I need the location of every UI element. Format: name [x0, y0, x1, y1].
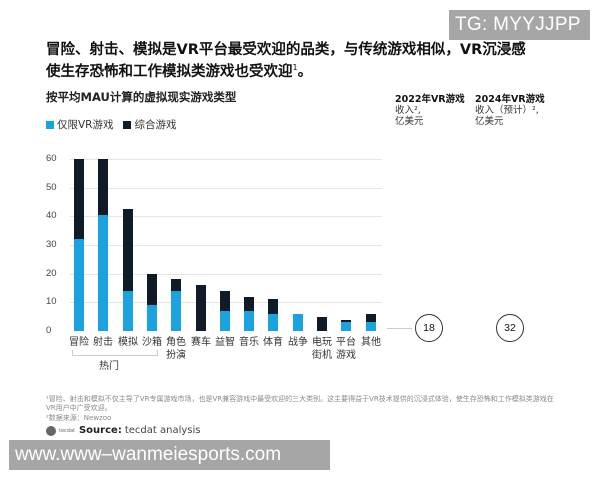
bar-segment-vr-only — [220, 310, 230, 331]
footnote-1: ¹冒险、射击和模拟不仅主导了VR专属游戏市场，也是VR兼容游戏中最受欢迎的三大类… — [46, 395, 554, 412]
bar-segment-general — [123, 209, 133, 331]
revenue-2024-header: 2024年VR游戏 收入（预计）², 亿美元 — [475, 94, 545, 127]
revenue-2022-value: 18 — [415, 314, 443, 342]
source-line: tecdat Source: tecdat analysis — [46, 425, 200, 436]
bar-segment-vr-only — [293, 313, 303, 331]
y-tick-label: 20 — [46, 268, 57, 279]
legend-label: 综合游戏 — [134, 119, 177, 131]
source-text: tecdat analysis — [124, 425, 201, 436]
legend-swatch-vr-only — [46, 120, 54, 129]
connector-line — [387, 328, 412, 329]
revenue-2024-value: 32 — [496, 314, 524, 342]
headline: 冒险、射击、模拟是VR平台最受欢迎的品类，与传统游戏相似，VR沉浸感 使生存恐怖… — [46, 41, 556, 81]
x-tick-label: 体育 — [263, 337, 283, 348]
bar-segment-general — [147, 273, 157, 331]
bar-segment-vr-only — [147, 305, 157, 331]
bar-segment-vr-only — [123, 290, 133, 331]
legend-label: 仅限VR游戏 — [57, 119, 114, 131]
bar-segment-vr-only — [98, 214, 108, 331]
x-tick-label: 电玩 街机 — [312, 337, 332, 361]
bar-segment-vr-only — [366, 322, 376, 331]
x-tick-label: 其他 — [361, 337, 381, 348]
x-tick-label: 模拟 — [118, 337, 138, 348]
legend-swatch-general — [123, 120, 132, 129]
gridline — [70, 188, 382, 189]
y-tick-label: 10 — [46, 296, 57, 307]
bar-segment-general — [317, 316, 327, 331]
bar-segment-vr-only — [74, 239, 84, 331]
headline-line2: 使生存恐怖和工作模拟类游戏也受欢迎1。 — [46, 63, 313, 80]
y-tick-label: 30 — [46, 239, 57, 250]
x-tick-label: 平台 游戏 — [336, 337, 356, 361]
x-tick-label: 战争 — [288, 337, 308, 348]
x-tick-label: 冒险 — [69, 337, 89, 348]
x-tick-label: 赛车 — [191, 337, 211, 348]
hot-group-label: 热门 — [99, 361, 119, 372]
x-tick-label: 射击 — [93, 337, 113, 348]
footnote-2: ²数据来源：Newzoo — [46, 414, 112, 422]
gridline — [70, 274, 382, 275]
watermark-top: TG: MYYJJPP — [449, 10, 590, 40]
legend-item-vr-only: 仅限VR游戏 — [46, 117, 113, 132]
source-label: Source: — [78, 425, 122, 436]
y-tick-label: 40 — [46, 210, 57, 221]
tecdat-logo-icon — [46, 425, 56, 436]
chart-title: 按平均MAU计算的虚拟现实游戏类型 — [46, 90, 237, 104]
gridline — [70, 216, 382, 217]
chart-legend: 仅限VR游戏 综合游戏 — [46, 117, 186, 132]
y-tick-label: 50 — [46, 182, 57, 193]
logo-text: tecdat — [59, 427, 75, 434]
hot-group-bracket — [72, 350, 158, 356]
bar-segment-vr-only — [341, 322, 351, 331]
gridline — [70, 245, 382, 246]
y-tick-label: 60 — [46, 153, 57, 164]
x-tick-label: 音乐 — [239, 337, 259, 348]
watermark-bottom: www.www–wanmeiesports.com — [9, 440, 330, 470]
bar-segment-general — [196, 285, 206, 331]
revenue-2022-header: 2022年VR游戏 收入², 亿美元 — [395, 94, 465, 127]
headline-line1: 冒险、射击、模拟是VR平台最受欢迎的品类，与传统游戏相似，VR沉浸感 — [46, 42, 526, 58]
x-tick-label: 角色 扮演 — [166, 337, 186, 361]
bar-segment-vr-only — [268, 313, 278, 331]
legend-item-general: 综合游戏 — [123, 117, 176, 132]
y-tick-label: 0 — [46, 325, 52, 336]
bar-segment-vr-only — [171, 290, 181, 331]
gridline — [70, 159, 382, 160]
x-tick-label: 沙箱 — [142, 337, 162, 348]
bar-segment-vr-only — [244, 310, 254, 331]
x-tick-label: 益智 — [215, 337, 235, 348]
